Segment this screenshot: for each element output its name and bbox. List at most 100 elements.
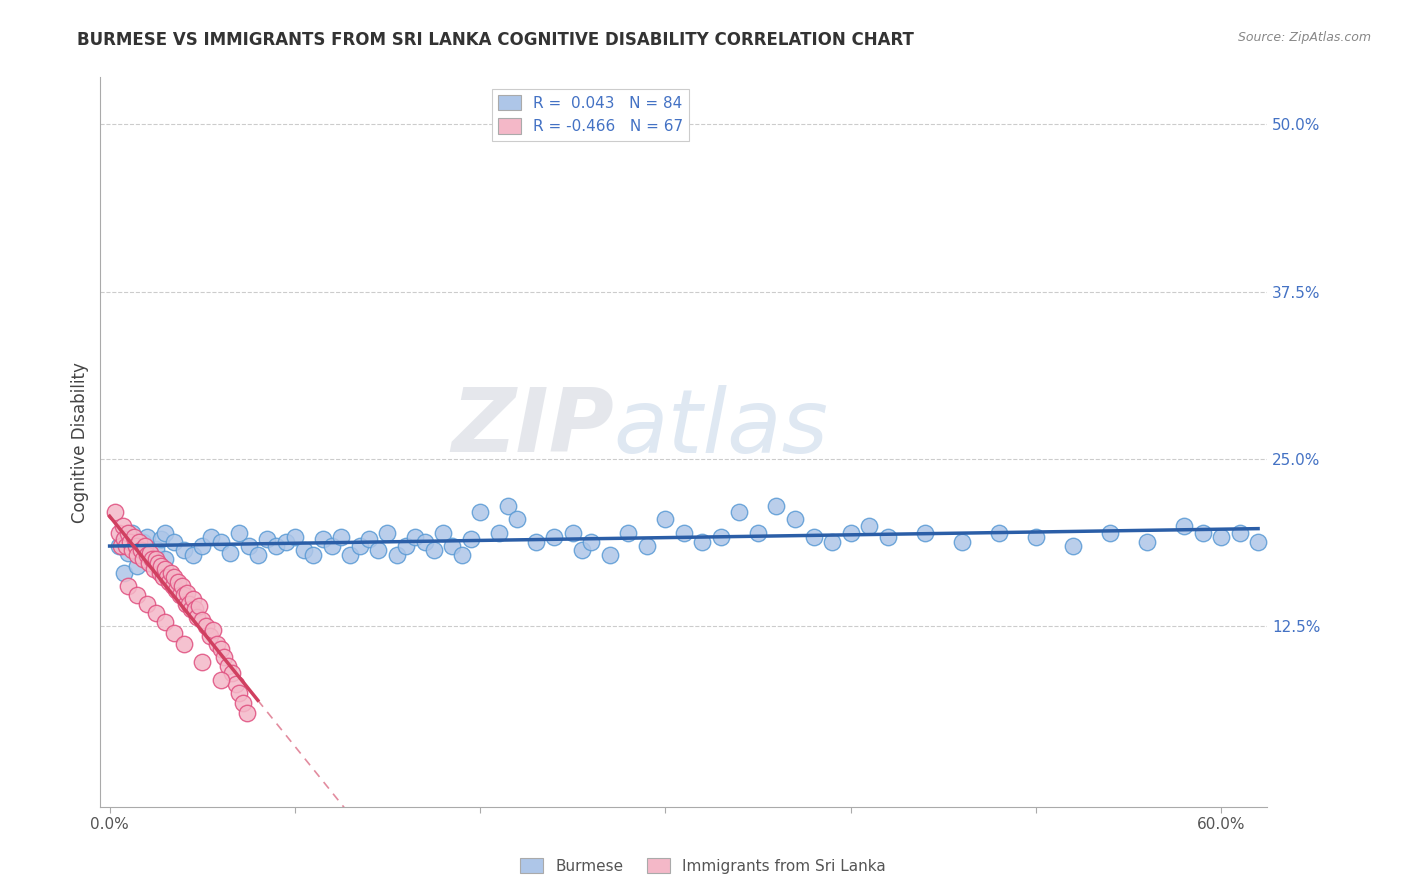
Point [153,552,176,566]
Y-axis label: Cognitive Disability: Cognitive Disability [72,362,89,523]
Point [191,613,214,627]
Point [114,533,136,547]
Point [135,597,157,611]
Point [153,562,176,576]
Point [191,656,214,670]
Point [122,530,145,544]
Point [163,535,186,549]
Point [174,597,197,611]
Point [118,535,141,549]
Point [524,535,547,549]
Point [228,525,250,540]
Text: ZIP: ZIP [451,384,614,471]
Point [214,650,236,665]
Point [176,586,198,600]
Point [413,535,436,549]
Legend: Burmese, Immigrants from Sri Lanka: Burmese, Immigrants from Sri Lanka [515,852,891,880]
Point [117,546,139,560]
Point [246,549,269,563]
Point [121,543,143,558]
Point [765,499,787,513]
Point [321,539,343,553]
Point [180,602,202,616]
Point [152,570,174,584]
Point [302,549,325,563]
Point [157,575,180,590]
Point [228,686,250,700]
Point [159,566,181,580]
Point [179,597,201,611]
Text: BURMESE VS IMMIGRANTS FROM SRI LANKA COGNITIVE DISABILITY CORRELATION CHART: BURMESE VS IMMIGRANTS FROM SRI LANKA COG… [77,31,914,49]
Point [783,512,806,526]
Point [367,543,389,558]
Point [124,539,146,553]
Point [156,570,179,584]
Point [162,579,184,593]
Point [104,506,127,520]
Point [506,512,529,526]
Point [256,533,278,547]
Point [181,592,204,607]
Point [153,525,176,540]
Point [617,525,640,540]
Point [460,533,482,547]
Point [839,525,862,540]
Point [311,533,333,547]
Point [654,512,676,526]
Point [187,599,209,614]
Point [395,539,418,553]
Point [110,539,132,553]
Point [165,583,187,598]
Point [571,543,593,558]
Point [219,546,242,560]
Point [496,499,519,513]
Point [108,539,131,553]
Point [209,535,232,549]
Point [274,535,297,549]
Point [141,552,163,566]
Point [692,535,714,549]
Point [1229,525,1251,540]
Point [153,615,176,630]
Point [121,525,143,540]
Point [209,673,232,687]
Point [377,525,399,540]
Point [145,541,167,556]
Point [117,579,139,593]
Point [108,525,131,540]
Point [167,575,190,590]
Point [225,677,247,691]
Point [150,559,173,574]
Point [173,589,195,603]
Point [139,549,162,563]
Point [404,530,426,544]
Point [599,549,621,563]
Point [235,706,257,721]
Point [198,629,221,643]
Point [488,525,510,540]
Point [146,557,169,571]
Point [114,566,136,580]
Point [450,549,472,563]
Point [181,549,204,563]
Point [145,606,167,620]
Point [423,543,446,558]
Point [385,549,408,563]
Point [950,535,973,549]
Point [127,539,149,553]
Point [134,539,156,553]
Point [173,543,195,558]
Legend: R =  0.043   N = 84, R = -0.466   N = 67: R = 0.043 N = 84, R = -0.466 N = 67 [492,88,689,141]
Point [205,637,228,651]
Point [1247,535,1270,549]
Point [217,659,239,673]
Point [163,570,186,584]
Point [1062,539,1084,553]
Point [149,566,172,580]
Point [127,549,149,563]
Point [143,562,166,576]
Point [1209,530,1232,544]
Point [150,533,173,547]
Point [194,619,217,633]
Point [1191,525,1213,540]
